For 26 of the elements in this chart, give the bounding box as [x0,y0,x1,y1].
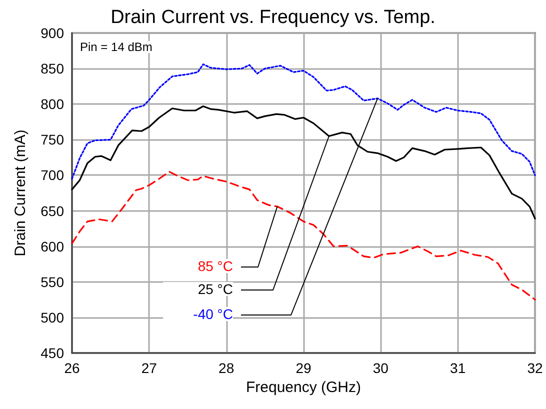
x-tick-label: 27 [141,360,158,376]
text: -40 °C [193,306,233,322]
chart-title: Drain Current vs. Frequency vs. Temp. [110,7,436,28]
y-axis-title: Drain Current (mA) [12,130,29,256]
text: 85 °C [198,258,233,274]
y-tick-label: 500 [40,309,64,326]
x-tick-label: 31 [450,360,466,376]
y-tick-label: 750 [40,132,64,148]
x-tick-label: 26 [64,360,80,376]
y-tick-label: 600 [40,238,64,254]
x-tick-label: 30 [372,360,389,376]
y-tick-label: 650 [40,202,64,219]
y-tick-label: 450 [40,345,64,361]
y-tick-label: 850 [40,60,64,77]
x-tick-label: 29 [296,360,312,376]
y-tick-label: 700 [40,167,64,184]
line-series [71,63,536,180]
text: 25 °C [198,281,233,297]
y-tick-label: 550 [40,274,64,290]
x-tick-label: 32 [527,360,543,376]
annotation: Pin = 14 dBm [80,40,152,54]
line-series [71,170,536,300]
x-axis-title: Frequency (GHz) [246,378,362,396]
y-tick-label: 800 [40,96,64,112]
y-tick-label: 900 [40,25,64,41]
x-tick-label: 28 [218,360,234,376]
